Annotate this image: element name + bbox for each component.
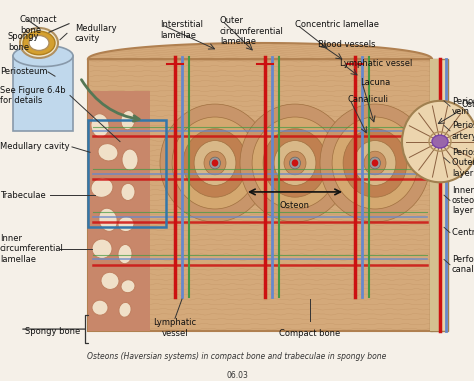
FancyBboxPatch shape bbox=[430, 59, 440, 331]
Text: Lymphatic vessel: Lymphatic vessel bbox=[340, 59, 412, 68]
Circle shape bbox=[290, 157, 301, 169]
Circle shape bbox=[354, 141, 396, 186]
Ellipse shape bbox=[29, 35, 49, 51]
Circle shape bbox=[240, 104, 350, 222]
Circle shape bbox=[274, 141, 316, 186]
Text: Outer
circumferential
lamellae: Outer circumferential lamellae bbox=[220, 16, 284, 46]
Text: Spongy
bone: Spongy bone bbox=[8, 32, 39, 51]
Text: Compact bone: Compact bone bbox=[279, 329, 341, 338]
Text: Periosteum: Periosteum bbox=[0, 67, 47, 77]
Ellipse shape bbox=[121, 280, 135, 293]
Ellipse shape bbox=[92, 300, 108, 315]
Ellipse shape bbox=[91, 114, 109, 137]
Circle shape bbox=[252, 117, 338, 209]
Circle shape bbox=[194, 141, 236, 186]
Ellipse shape bbox=[122, 149, 138, 170]
Circle shape bbox=[160, 104, 270, 222]
Text: Trabeculae: Trabeculae bbox=[0, 190, 46, 200]
Text: Osteon: Osteon bbox=[280, 200, 310, 210]
Polygon shape bbox=[88, 43, 432, 59]
Text: Lymphatic
vessel: Lymphatic vessel bbox=[154, 318, 197, 338]
Circle shape bbox=[212, 160, 219, 166]
Ellipse shape bbox=[119, 303, 131, 317]
Circle shape bbox=[183, 129, 247, 197]
Text: Osteons (Haversian systems) in compact bone and trabeculae in spongy bone: Osteons (Haversian systems) in compact b… bbox=[87, 352, 387, 361]
Text: Osteocyte: Osteocyte bbox=[462, 99, 474, 109]
Text: Inner
circumferential
lamellae: Inner circumferential lamellae bbox=[0, 234, 64, 264]
Ellipse shape bbox=[98, 144, 118, 161]
Text: Medullary cavity: Medullary cavity bbox=[0, 142, 70, 151]
Circle shape bbox=[370, 157, 381, 169]
Text: Canaliculi: Canaliculi bbox=[348, 96, 389, 104]
Text: Inner
osteogenic
layer: Inner osteogenic layer bbox=[452, 186, 474, 215]
Circle shape bbox=[332, 117, 418, 209]
Ellipse shape bbox=[99, 208, 117, 231]
Circle shape bbox=[263, 129, 327, 197]
Text: Central canal: Central canal bbox=[452, 228, 474, 237]
Text: Perforating
canal: Perforating canal bbox=[452, 255, 474, 274]
Polygon shape bbox=[88, 59, 432, 331]
Text: Blood vessels: Blood vessels bbox=[318, 40, 375, 49]
Ellipse shape bbox=[23, 31, 55, 55]
Text: Periosteal
artery: Periosteal artery bbox=[452, 121, 474, 141]
Circle shape bbox=[284, 151, 306, 175]
Circle shape bbox=[364, 151, 386, 175]
Ellipse shape bbox=[121, 110, 135, 130]
Circle shape bbox=[210, 157, 220, 169]
Text: 06.03: 06.03 bbox=[226, 371, 248, 380]
Ellipse shape bbox=[432, 135, 448, 148]
Text: Concentric lamellae: Concentric lamellae bbox=[295, 21, 379, 29]
Text: See Figure 6.4b
for details: See Figure 6.4b for details bbox=[0, 86, 65, 105]
Ellipse shape bbox=[91, 178, 113, 197]
Ellipse shape bbox=[20, 28, 58, 58]
FancyBboxPatch shape bbox=[13, 56, 73, 131]
Ellipse shape bbox=[92, 239, 112, 258]
Text: Periosteal
vein: Periosteal vein bbox=[452, 96, 474, 116]
Text: Interstitial
lamellae: Interstitial lamellae bbox=[160, 21, 203, 40]
Text: Compact
bone: Compact bone bbox=[20, 15, 57, 35]
Ellipse shape bbox=[121, 183, 135, 200]
Text: Lacuna: Lacuna bbox=[360, 78, 390, 87]
Text: Medullary
cavity: Medullary cavity bbox=[75, 24, 117, 43]
Circle shape bbox=[402, 101, 474, 182]
Circle shape bbox=[204, 151, 226, 175]
Ellipse shape bbox=[13, 45, 73, 67]
Circle shape bbox=[320, 104, 430, 222]
Text: Periosteum:
Outer fibrous
layer: Periosteum: Outer fibrous layer bbox=[452, 148, 474, 178]
Polygon shape bbox=[88, 91, 150, 331]
Ellipse shape bbox=[118, 216, 134, 232]
Circle shape bbox=[343, 129, 407, 197]
Circle shape bbox=[172, 117, 258, 209]
Circle shape bbox=[372, 160, 378, 166]
Ellipse shape bbox=[118, 245, 132, 264]
Ellipse shape bbox=[101, 272, 119, 290]
FancyBboxPatch shape bbox=[430, 59, 448, 331]
Text: Spongy bone: Spongy bone bbox=[25, 327, 80, 336]
Circle shape bbox=[292, 160, 298, 166]
